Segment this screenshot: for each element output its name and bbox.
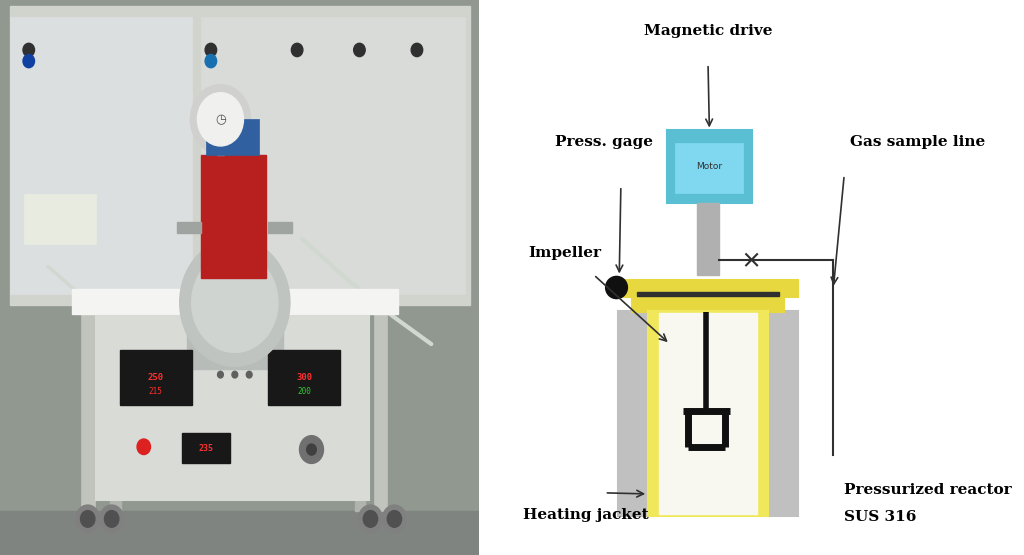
Bar <box>24 194 96 244</box>
Circle shape <box>190 85 250 154</box>
Bar <box>268 222 292 233</box>
Bar <box>632 296 784 312</box>
Circle shape <box>412 43 423 57</box>
Circle shape <box>307 444 316 455</box>
Circle shape <box>247 371 252 378</box>
Text: 215: 215 <box>148 387 163 396</box>
Circle shape <box>358 505 382 533</box>
Bar <box>354 311 366 511</box>
Circle shape <box>382 505 407 533</box>
Circle shape <box>292 43 303 57</box>
Bar <box>374 311 387 511</box>
Circle shape <box>104 511 119 527</box>
Bar <box>206 119 259 155</box>
Circle shape <box>81 511 95 527</box>
Circle shape <box>205 54 217 68</box>
Bar <box>766 311 798 516</box>
Text: Heating jacket: Heating jacket <box>523 508 648 522</box>
Bar <box>82 311 95 511</box>
Text: 200: 200 <box>297 387 311 396</box>
Bar <box>618 280 798 297</box>
Circle shape <box>99 505 124 533</box>
Circle shape <box>137 439 151 455</box>
Circle shape <box>217 371 223 378</box>
Bar <box>668 130 752 203</box>
Bar <box>268 350 340 405</box>
Circle shape <box>23 54 35 68</box>
Circle shape <box>23 43 35 57</box>
Circle shape <box>198 93 244 146</box>
Bar <box>182 433 230 463</box>
Bar <box>676 143 743 193</box>
Circle shape <box>180 239 290 366</box>
Bar <box>637 292 779 296</box>
Text: 300: 300 <box>296 373 312 382</box>
Bar <box>697 203 719 275</box>
Circle shape <box>76 505 99 533</box>
Circle shape <box>205 43 217 57</box>
Bar <box>0 511 479 555</box>
Bar <box>202 155 266 278</box>
Text: Impeller: Impeller <box>528 245 601 260</box>
Circle shape <box>364 511 378 527</box>
Bar <box>120 350 191 405</box>
Bar <box>9 6 470 305</box>
Text: Motor: Motor <box>696 162 722 171</box>
Bar <box>96 316 369 500</box>
Circle shape <box>232 371 238 378</box>
Text: SUS 316: SUS 316 <box>844 510 916 524</box>
Text: ◷: ◷ <box>215 113 226 126</box>
Text: Gas sample line: Gas sample line <box>850 134 985 149</box>
Bar <box>648 311 768 516</box>
Bar <box>217 119 224 155</box>
Text: 235: 235 <box>199 444 214 453</box>
Bar <box>202 17 465 294</box>
Circle shape <box>605 276 628 299</box>
Bar <box>187 314 283 369</box>
Circle shape <box>300 436 324 463</box>
Text: 250: 250 <box>147 373 164 382</box>
Text: Magnetic drive: Magnetic drive <box>644 23 772 38</box>
Bar <box>111 311 121 511</box>
Circle shape <box>191 253 278 352</box>
Text: Press. gage: Press. gage <box>555 134 653 149</box>
Circle shape <box>353 43 366 57</box>
Text: Pressurized reactor: Pressurized reactor <box>844 482 1012 497</box>
Bar <box>177 222 202 233</box>
Bar <box>659 313 757 514</box>
Bar <box>9 17 191 294</box>
Bar <box>72 289 397 314</box>
Circle shape <box>387 511 401 527</box>
Bar <box>618 311 650 516</box>
